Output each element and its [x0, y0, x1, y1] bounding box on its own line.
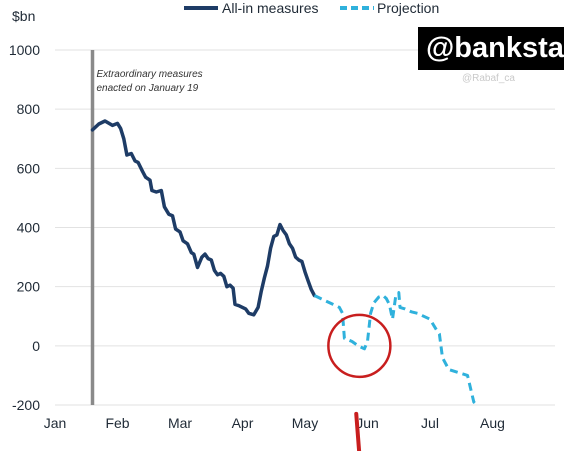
- x-tick-label: Apr: [232, 415, 254, 431]
- y-tick-label: 0: [32, 338, 40, 354]
- y-tick-labels: -200 0 200 400 600 800 1000: [9, 42, 40, 413]
- gridlines: [55, 49, 555, 406]
- x-tick-labels: Jan Feb Mar Apr May Jun Jul Aug: [44, 415, 505, 431]
- y-tick-label: -200: [12, 397, 40, 413]
- annotation-text-line2: enacted on January 19: [97, 83, 199, 94]
- legend: All-in measures Projection: [184, 0, 439, 16]
- x-tick-label: Feb: [105, 415, 129, 431]
- faint-background-text: @Rabaf_ca: [462, 73, 515, 84]
- series-line-projection: [313, 291, 478, 407]
- overlay-layer: [327, 313, 392, 451]
- y-tick-label: 400: [17, 220, 41, 236]
- series-line-all-in-measures: [90, 119, 317, 317]
- annotation-text-line1: Extraordinary measures: [97, 69, 203, 80]
- y-tick-label: 800: [17, 101, 41, 117]
- x-tick-label: Jun: [356, 415, 379, 431]
- x-tick-label: Aug: [480, 415, 505, 431]
- y-tick-label: 1000: [9, 42, 40, 58]
- pointer-line: [354, 411, 362, 451]
- y-axis-unit-label: $bn: [12, 8, 35, 24]
- x-tick-label: Jan: [44, 415, 67, 431]
- legend-label-projection: Projection: [377, 0, 439, 16]
- y-tick-label: 200: [17, 279, 41, 295]
- x-tick-label: Jul: [421, 415, 439, 431]
- series-layer: [90, 119, 478, 407]
- x-tick-label: May: [292, 415, 318, 431]
- x-tick-label: Mar: [168, 415, 192, 431]
- highlight-circle: [327, 313, 392, 379]
- legend-label-all-in: All-in measures: [222, 0, 318, 16]
- watermark-label: @banksta: [418, 27, 564, 70]
- y-tick-label: 600: [17, 160, 41, 176]
